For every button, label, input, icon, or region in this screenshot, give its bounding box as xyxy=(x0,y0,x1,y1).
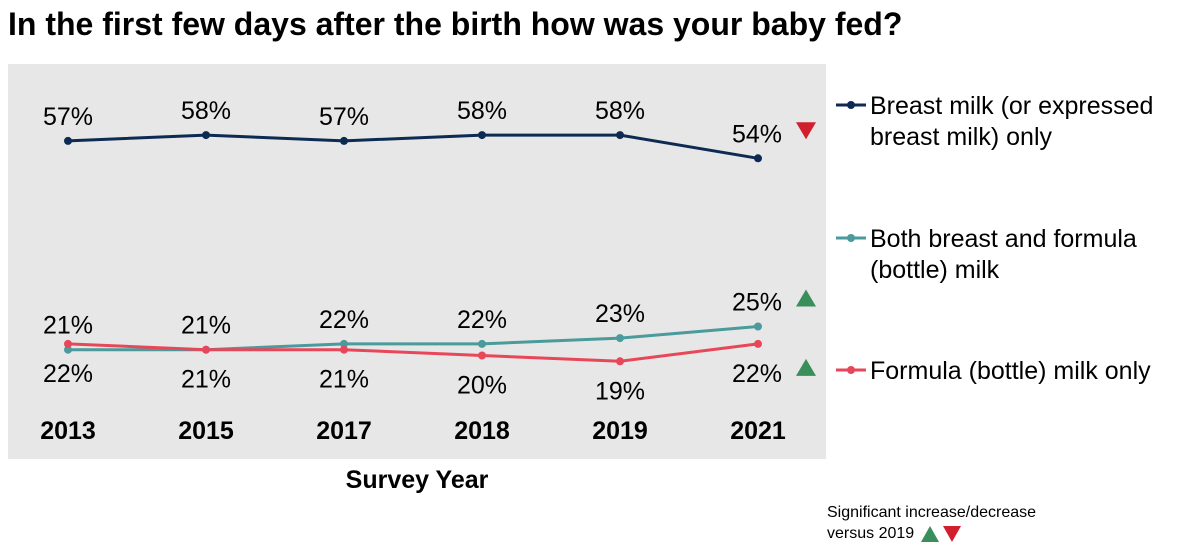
data-point xyxy=(340,136,348,145)
data-label: 21% xyxy=(319,366,369,394)
legend-entry: Formula (bottle) milk only xyxy=(836,357,1151,385)
data-label: 57% xyxy=(43,103,93,131)
series-line xyxy=(67,133,759,160)
data-point xyxy=(478,131,486,140)
data-label: 21% xyxy=(181,312,231,340)
data-point xyxy=(340,345,348,354)
data-point xyxy=(478,339,486,348)
data-point xyxy=(202,131,210,140)
data-point xyxy=(616,334,624,343)
data-label: 22% xyxy=(457,306,507,334)
series-layer: 57% 58% 57% 58% 58% 54% 21% 21% 22% 22% 23% 25% 22% 2… xyxy=(43,97,816,405)
data-point xyxy=(616,357,624,366)
data-label: 21% xyxy=(43,312,93,340)
data-point xyxy=(64,345,72,354)
legend-label: breast milk) only xyxy=(870,123,1052,151)
data-label: 25% xyxy=(732,289,782,317)
data-point xyxy=(478,351,486,360)
series-line xyxy=(67,342,759,363)
data-point xyxy=(616,131,624,140)
legend-label: Formula (bottle) milk only xyxy=(870,357,1151,385)
x-tick-label: 2013 xyxy=(40,417,96,445)
legend-entry: Breast milk (or expressed breast milk) on… xyxy=(836,92,1153,151)
decrease-triangle-icon xyxy=(943,525,962,542)
increase-triangle-icon xyxy=(921,525,940,542)
data-label: 23% xyxy=(595,300,645,328)
data-point xyxy=(202,345,210,354)
x-tick-label: 2019 xyxy=(592,417,648,445)
x-tick-label: 2021 xyxy=(730,417,786,445)
legend-label: (bottle) milk xyxy=(870,256,1000,284)
legend-marker xyxy=(847,101,855,109)
x-tick-label: 2017 xyxy=(316,417,372,445)
data-point xyxy=(64,136,72,145)
decrease-triangle-icon xyxy=(796,122,816,140)
significance-footnote: Significant increase/decrease versus 201… xyxy=(827,502,1036,544)
data-label: 22% xyxy=(319,306,369,334)
x-axis-title: Survey Year xyxy=(345,466,489,494)
increase-triangle-icon xyxy=(796,358,816,376)
legend-marker xyxy=(847,366,855,374)
data-label: 22% xyxy=(43,360,93,388)
x-tick-label: 2015 xyxy=(178,417,234,445)
footnote-line-2-text: versus 2019 xyxy=(827,525,915,542)
x-axis-ticks: 2013 2015 2017 2018 2019 2021 xyxy=(40,417,786,445)
data-label: 58% xyxy=(595,97,645,125)
chart-title: In the first few days after the birth ho… xyxy=(8,6,903,42)
data-label: 22% xyxy=(732,360,782,388)
footnote-line-2: versus 2019 xyxy=(827,523,1036,544)
data-point xyxy=(64,339,72,348)
data-label: 54% xyxy=(732,120,782,148)
data-label: 21% xyxy=(181,366,231,394)
legend-label: Breast milk (or expressed xyxy=(870,92,1153,120)
data-point xyxy=(754,339,762,348)
footnote-triangles xyxy=(921,525,962,542)
legend: Breast milk (or expressed breast milk) on… xyxy=(836,92,1153,385)
data-label: 58% xyxy=(181,97,231,125)
increase-triangle-icon xyxy=(796,289,816,307)
data-label: 58% xyxy=(457,97,507,125)
data-point xyxy=(340,339,348,348)
data-label: 57% xyxy=(319,103,369,131)
legend-entry: Both breast and formula (bottle) milk xyxy=(836,225,1137,284)
data-label: 19% xyxy=(595,377,645,405)
data-label: 20% xyxy=(457,372,507,400)
legend-label: Both breast and formula xyxy=(870,225,1137,253)
data-point xyxy=(754,322,762,331)
x-tick-label: 2018 xyxy=(454,417,510,445)
footnote-line-1: Significant increase/decrease xyxy=(827,504,1037,521)
legend-marker xyxy=(847,234,855,242)
plot-area xyxy=(8,64,826,459)
data-point xyxy=(754,154,762,163)
